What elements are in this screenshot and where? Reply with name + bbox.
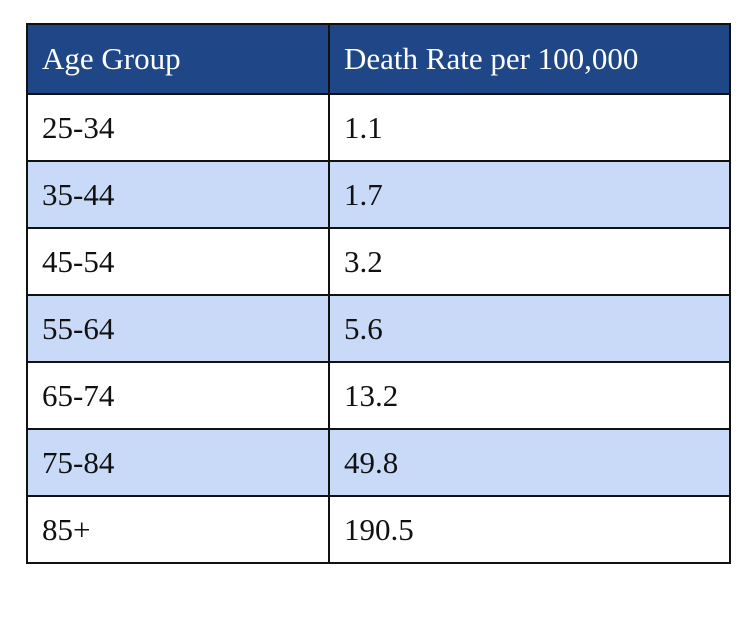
table-row: 45-54 3.2 bbox=[26, 227, 731, 296]
death-rate-cell: 190.5 bbox=[328, 495, 731, 564]
data-table: Age Group Death Rate per 100,000 25-34 1.… bbox=[26, 23, 731, 564]
table-row: 65-74 13.2 bbox=[26, 361, 731, 430]
table-row: 75-84 49.8 bbox=[26, 428, 731, 497]
death-rate-cell: 3.2 bbox=[328, 227, 731, 296]
death-rate-cell: 1.1 bbox=[328, 93, 731, 162]
table-row: 35-44 1.7 bbox=[26, 160, 731, 229]
age-group-cell: 35-44 bbox=[26, 160, 330, 229]
header-cell-age-group: Age Group bbox=[26, 23, 330, 95]
death-rate-cell: 5.6 bbox=[328, 294, 731, 363]
death-rate-cell: 49.8 bbox=[328, 428, 731, 497]
table-body: 25-34 1.1 35-44 1.7 45-54 3.2 55-64 5.6 65-74 13.… bbox=[26, 93, 731, 564]
header-row: Age Group Death Rate per 100,000 bbox=[26, 23, 731, 95]
table-row: 25-34 1.1 bbox=[26, 93, 731, 162]
age-group-cell: 25-34 bbox=[26, 93, 330, 162]
age-group-cell: 85+ bbox=[26, 495, 330, 564]
table-header: Age Group Death Rate per 100,000 bbox=[26, 23, 731, 95]
death-rate-cell: 1.7 bbox=[328, 160, 731, 229]
age-group-cell: 65-74 bbox=[26, 361, 330, 430]
age-group-cell: 55-64 bbox=[26, 294, 330, 363]
table-row: 55-64 5.6 bbox=[26, 294, 731, 363]
age-group-cell: 45-54 bbox=[26, 227, 330, 296]
age-group-cell: 75-84 bbox=[26, 428, 330, 497]
header-cell-death-rate: Death Rate per 100,000 bbox=[328, 23, 731, 95]
death-rate-cell: 13.2 bbox=[328, 361, 731, 430]
table-row: 85+ 190.5 bbox=[26, 495, 731, 564]
